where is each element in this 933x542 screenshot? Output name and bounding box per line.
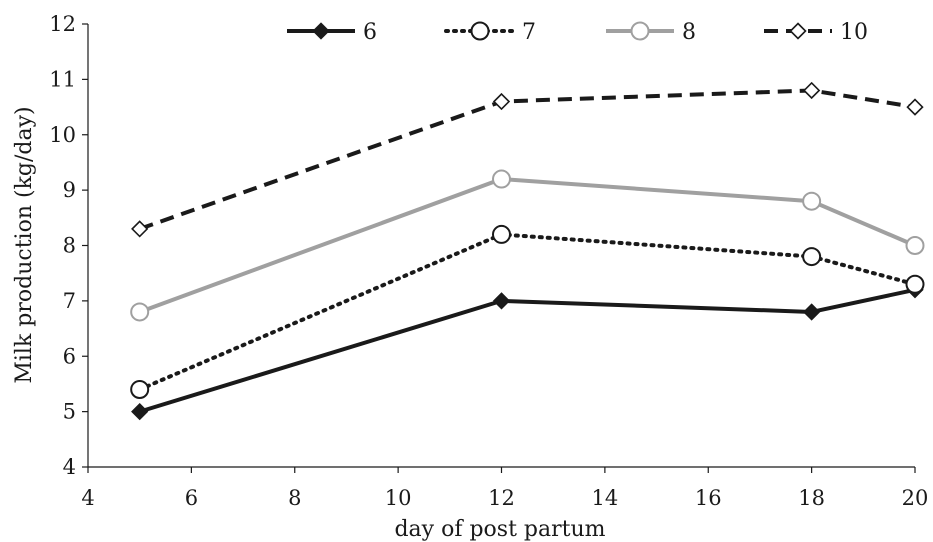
- x-tick-label: 18: [798, 486, 825, 510]
- legend-item-7: 7: [444, 20, 536, 45]
- series-layer: [130, 81, 925, 421]
- y-ticks: 4 5 6 7 8 9 10 11 12: [49, 12, 88, 479]
- y-tick-label: 8: [63, 234, 76, 258]
- series-7: [130, 224, 925, 399]
- legend-swatch-marker: [630, 21, 650, 41]
- x-tick-label: 14: [592, 486, 619, 510]
- data-point: [802, 81, 821, 100]
- x-tick-label: 16: [695, 486, 722, 510]
- series-line: [137, 232, 917, 392]
- x-tick-label: 6: [185, 486, 198, 510]
- data-point: [905, 274, 925, 294]
- x-tick-label: 10: [385, 486, 412, 510]
- y-tick-label: 5: [63, 400, 76, 424]
- y-axis-title: Milk production (kg/day): [12, 106, 37, 383]
- legend-swatch-marker: [312, 22, 330, 40]
- legend-item-10: 10: [764, 20, 868, 45]
- legend: 6 7 8 10: [287, 20, 868, 45]
- data-point: [131, 220, 149, 238]
- series-8: [130, 169, 925, 322]
- legend-item-8: 8: [606, 20, 696, 45]
- y-tick-label: 12: [49, 12, 76, 36]
- data-point: [802, 191, 822, 211]
- data-point: [492, 224, 511, 244]
- y-tick-label: 6: [63, 344, 76, 368]
- legend-label: 6: [363, 20, 377, 45]
- legend-label: 10: [840, 20, 868, 45]
- legend-swatch-marker: [470, 21, 490, 41]
- series-line: [139, 287, 916, 414]
- y-tick-label: 7: [63, 289, 76, 313]
- data-point: [492, 169, 511, 189]
- x-tick-label: 8: [288, 486, 301, 510]
- y-tick-label: 10: [49, 123, 76, 147]
- x-tick-label: 12: [488, 486, 515, 510]
- series-6: [131, 281, 924, 421]
- series-line: [139, 88, 916, 231]
- data-point: [131, 402, 149, 421]
- x-axis-title: day of post partum: [394, 517, 605, 542]
- data-point: [492, 292, 511, 310]
- legend-label: 8: [682, 20, 696, 45]
- x-tick-label: 20: [902, 486, 929, 510]
- legend-swatch-marker: [789, 22, 807, 40]
- legend-label: 7: [522, 20, 536, 45]
- y-tick-label: 9: [63, 178, 76, 202]
- data-point: [130, 302, 150, 322]
- data-point: [906, 98, 924, 116]
- y-tick-label: 11: [49, 67, 76, 91]
- x-ticks: 4 6 8 10 12 14 16 18 20: [81, 467, 928, 510]
- data-point: [802, 247, 822, 267]
- data-point: [802, 303, 821, 321]
- data-point: [130, 379, 150, 399]
- legend-item-6: 6: [287, 20, 377, 45]
- series-line: [138, 177, 916, 314]
- series-10: [131, 81, 924, 238]
- y-tick-label: 4: [63, 455, 76, 479]
- data-point: [492, 92, 511, 111]
- x-tick-label: 4: [81, 486, 94, 510]
- data-point: [905, 236, 925, 255]
